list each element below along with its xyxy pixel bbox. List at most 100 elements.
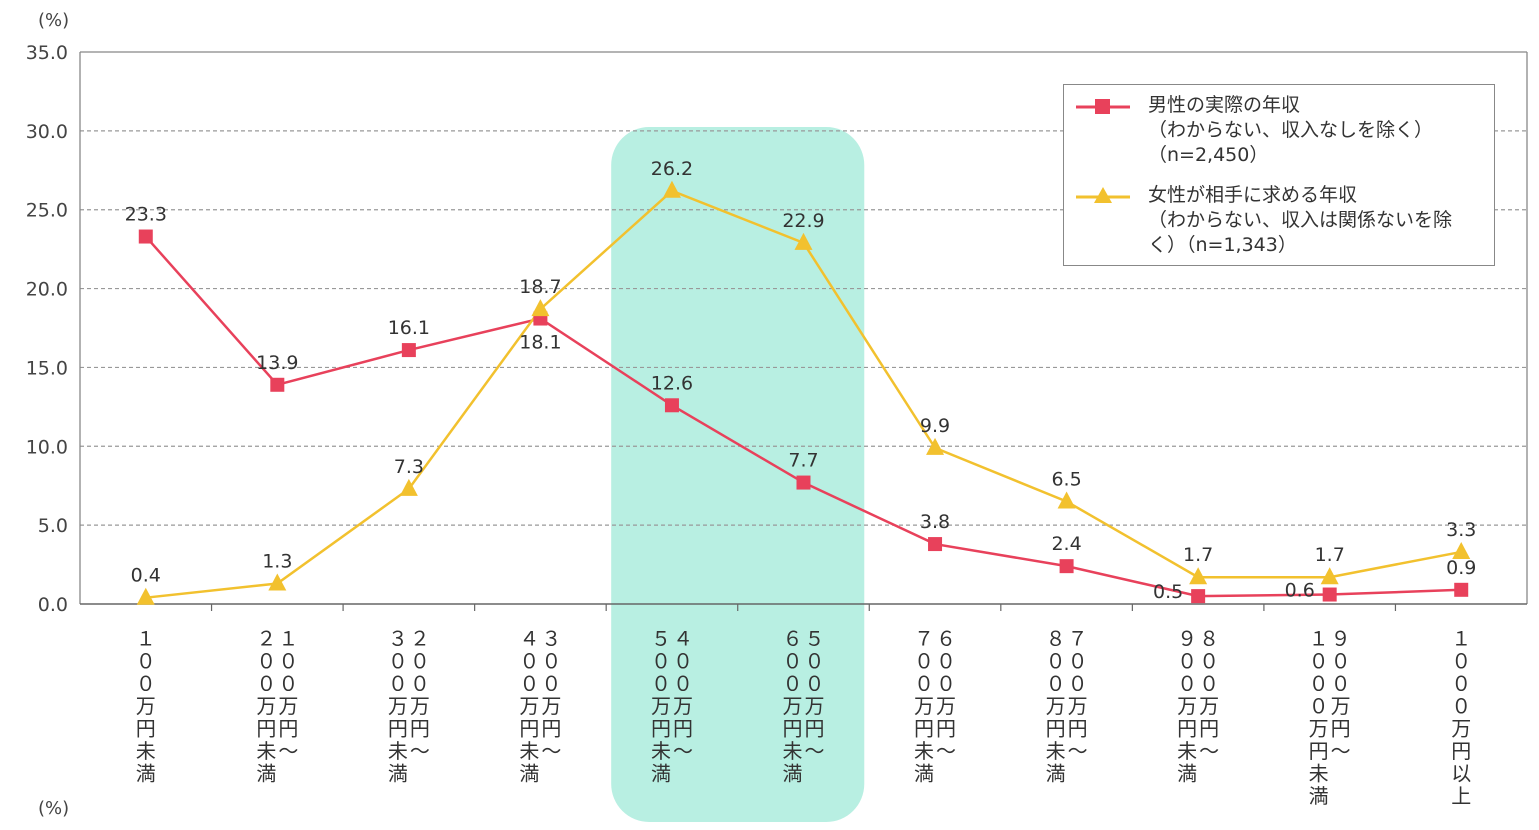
x-category-label-char: 満 — [1177, 762, 1197, 786]
data-label-men: 18.1 — [519, 332, 561, 354]
x-category-label-char: 満 — [136, 762, 156, 786]
data-point-men — [270, 377, 285, 392]
x-category-label-char: ０ — [541, 649, 561, 673]
x-category-label-char: ０ — [410, 649, 430, 673]
legend: 男性の実際の年収 （わからない、収入なしを除く） （n=2,450） 女性が相手… — [1063, 84, 1495, 266]
x-category-label-char: １ — [136, 627, 156, 651]
x-category-label-char: 未 — [256, 739, 276, 763]
x-category-label-char: 円 — [136, 717, 156, 741]
legend-markers — [1076, 99, 1130, 203]
data-point-women — [794, 232, 813, 250]
x-category-label-char: ０ — [1309, 694, 1329, 718]
data-point-men — [1322, 587, 1337, 602]
data-label-men: 7.7 — [788, 450, 818, 472]
x-category-label-char: 未 — [136, 739, 156, 763]
data-label-women: 6.5 — [1051, 468, 1081, 490]
x-category-label-char: 円 — [914, 717, 934, 741]
data-point-women — [1452, 541, 1471, 559]
data-point-women — [1189, 567, 1208, 585]
x-category-label-char: 万 — [388, 694, 408, 718]
x-category-label-char: 円 — [1177, 717, 1197, 741]
x-category-label-char: 満 — [651, 762, 671, 786]
x-category-label-char: 円 — [1046, 717, 1066, 741]
x-category-label-char: 円 — [1331, 717, 1351, 741]
data-point-women — [531, 299, 550, 317]
x-category-label-char: 〜 — [278, 739, 298, 763]
data-point-women — [662, 180, 681, 198]
x-category-label-char: ０ — [936, 649, 956, 673]
x-category-label-char: １ — [1309, 627, 1329, 651]
x-category-label-char: 円 — [256, 717, 276, 741]
data-label-women: 1.7 — [1183, 544, 1213, 566]
x-category-label-char: ０ — [256, 672, 276, 696]
x-category-label-char: ０ — [1451, 649, 1471, 673]
x-category-label-char: ０ — [1199, 649, 1219, 673]
data-point-men — [1454, 582, 1469, 597]
x-category-label-char: 〜 — [1068, 739, 1088, 763]
data-label-women: 3.3 — [1446, 519, 1476, 541]
x-category-label-char: 〜 — [1199, 739, 1219, 763]
x-category-label-char: 円 — [388, 717, 408, 741]
x-category-label-char: 万 — [1177, 694, 1197, 718]
x-category-label-char: 万 — [519, 694, 539, 718]
x-category-label-char: 万 — [1199, 694, 1219, 718]
data-label-women: 18.7 — [519, 276, 561, 298]
x-category-label-char: ４ — [673, 627, 693, 651]
x-category-label-char: 万 — [914, 694, 934, 718]
x-category-label-char: ３ — [388, 627, 408, 651]
x-category-label-char: 円 — [541, 717, 561, 741]
data-label-men: 0.5 — [1153, 581, 1183, 603]
x-category-label-char: 未 — [388, 739, 408, 763]
x-category-label-char: ０ — [783, 672, 803, 696]
x-category-label-char: ０ — [651, 649, 671, 673]
x-category-label-char: 満 — [1309, 784, 1329, 808]
x-category-label-char: 円 — [936, 717, 956, 741]
data-point-men — [401, 343, 416, 358]
legend-triangle-marker — [1094, 187, 1112, 203]
y-tick-label: 5.0 — [38, 515, 68, 537]
legend-entry-women: 女性が相手に求める年収 （わからない、収入は関係ないを除 く）（n=1,343） — [1148, 184, 1453, 256]
y-axis-unit-top: (%) — [38, 10, 70, 31]
data-point-men — [928, 537, 943, 552]
x-category-label-char: 万 — [541, 694, 561, 718]
x-category-label-char: 満 — [388, 762, 408, 786]
data-point-women — [1057, 491, 1076, 509]
x-category-label-char: 未 — [1046, 739, 1066, 763]
data-label-women: 1.7 — [1315, 544, 1345, 566]
x-category-label-char: 〜 — [936, 739, 956, 763]
x-category-label-char: ０ — [1451, 694, 1471, 718]
x-category-label-char: 〜 — [541, 739, 561, 763]
y-tick-label: 10.0 — [26, 436, 68, 458]
x-category-label-char: １ — [1451, 627, 1471, 651]
data-point-men — [138, 229, 153, 244]
x-category-label-char: 円 — [410, 717, 430, 741]
data-label-men: 13.9 — [256, 352, 298, 374]
x-category-label-char: 満 — [914, 762, 934, 786]
x-category-label-char: ０ — [136, 672, 156, 696]
x-category-label-char: ０ — [673, 672, 693, 696]
x-category-label-char: 万 — [1309, 717, 1329, 741]
x-category-label-char: 〜 — [410, 739, 430, 763]
x-category-label-char: ０ — [1309, 672, 1329, 696]
data-label-men: 2.4 — [1051, 533, 1081, 555]
data-point-women — [1320, 567, 1339, 585]
x-category-label-char: 万 — [1451, 717, 1471, 741]
x-category-label-char: ７ — [914, 627, 934, 651]
y-tick-label: 15.0 — [26, 357, 68, 379]
x-category-label-char: ８ — [1199, 627, 1219, 651]
x-category-label-char: ０ — [1309, 649, 1329, 673]
x-category-label-char: 万 — [673, 694, 693, 718]
x-category-label-char: ０ — [805, 672, 825, 696]
data-label-women: 22.9 — [782, 210, 824, 232]
x-category-label-char: ０ — [278, 649, 298, 673]
x-category-label-char: 満 — [519, 762, 539, 786]
data-point-men — [664, 398, 679, 413]
x-category-label-char: ０ — [1046, 649, 1066, 673]
y-tick-label: 35.0 — [26, 42, 68, 64]
x-category-label-char: ６ — [936, 627, 956, 651]
data-point-women — [399, 478, 418, 496]
x-category-label-char: ０ — [278, 672, 298, 696]
x-category-label-char: ０ — [1046, 672, 1066, 696]
x-category-label-char: ０ — [914, 672, 934, 696]
